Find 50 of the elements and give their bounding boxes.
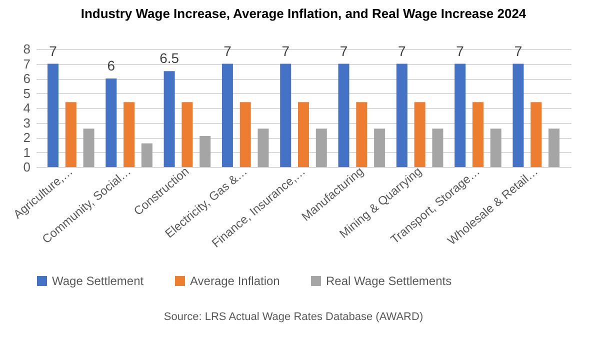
y-tick-label: 1 (23, 144, 30, 160)
bar (414, 102, 426, 167)
bar (280, 64, 292, 167)
data-label: 7 (514, 42, 522, 59)
y-tick-label: 6 (23, 71, 30, 86)
bar (48, 64, 58, 167)
bar (396, 64, 408, 167)
bar (316, 128, 327, 167)
bar (164, 71, 175, 167)
bar (432, 128, 444, 167)
bar (240, 102, 251, 167)
data-label: 7 (282, 42, 290, 59)
bar (338, 64, 350, 167)
bar (182, 102, 193, 167)
y-tick-label: 7 (23, 56, 30, 72)
legend-label: Wage Settlement (52, 274, 144, 288)
bar (65, 102, 76, 167)
bar (83, 128, 94, 167)
y-tick-label: 2 (23, 130, 30, 145)
data-label: 7 (456, 42, 464, 59)
bar (512, 64, 524, 167)
y-tick-label: 3 (23, 115, 30, 130)
bar (454, 64, 466, 167)
data-label: 6.5 (160, 50, 180, 66)
bar (258, 128, 269, 167)
bar (298, 102, 309, 167)
data-label: 7 (398, 42, 406, 59)
bar (141, 143, 152, 167)
data-label: 6 (107, 58, 116, 74)
y-tick-label: 5 (23, 86, 30, 101)
y-tick-label: 4 (23, 100, 30, 116)
bar (490, 128, 502, 167)
bar (530, 102, 542, 167)
legend-label: Average Inflation (190, 274, 280, 288)
bar (200, 136, 211, 167)
source-note: Source: LRS Actual Wage Rates Database (AWARD) (164, 311, 424, 323)
chart-title: Industry Wage Increase, Average Inflation, and Real Wage Increase 2024 (80, 6, 527, 21)
bar (222, 64, 233, 167)
bar (106, 78, 117, 167)
bar (548, 128, 560, 167)
y-tick-label: 0 (23, 160, 30, 174)
bar (472, 102, 484, 167)
data-label: 7 (224, 42, 232, 59)
data-label: 7 (49, 42, 58, 59)
y-tick-label: 8 (23, 42, 30, 56)
legend-label: Real Wage Settlements (326, 274, 452, 288)
bar (124, 102, 135, 167)
bar (374, 128, 386, 167)
bar (356, 102, 368, 167)
data-label: 7 (340, 42, 348, 59)
